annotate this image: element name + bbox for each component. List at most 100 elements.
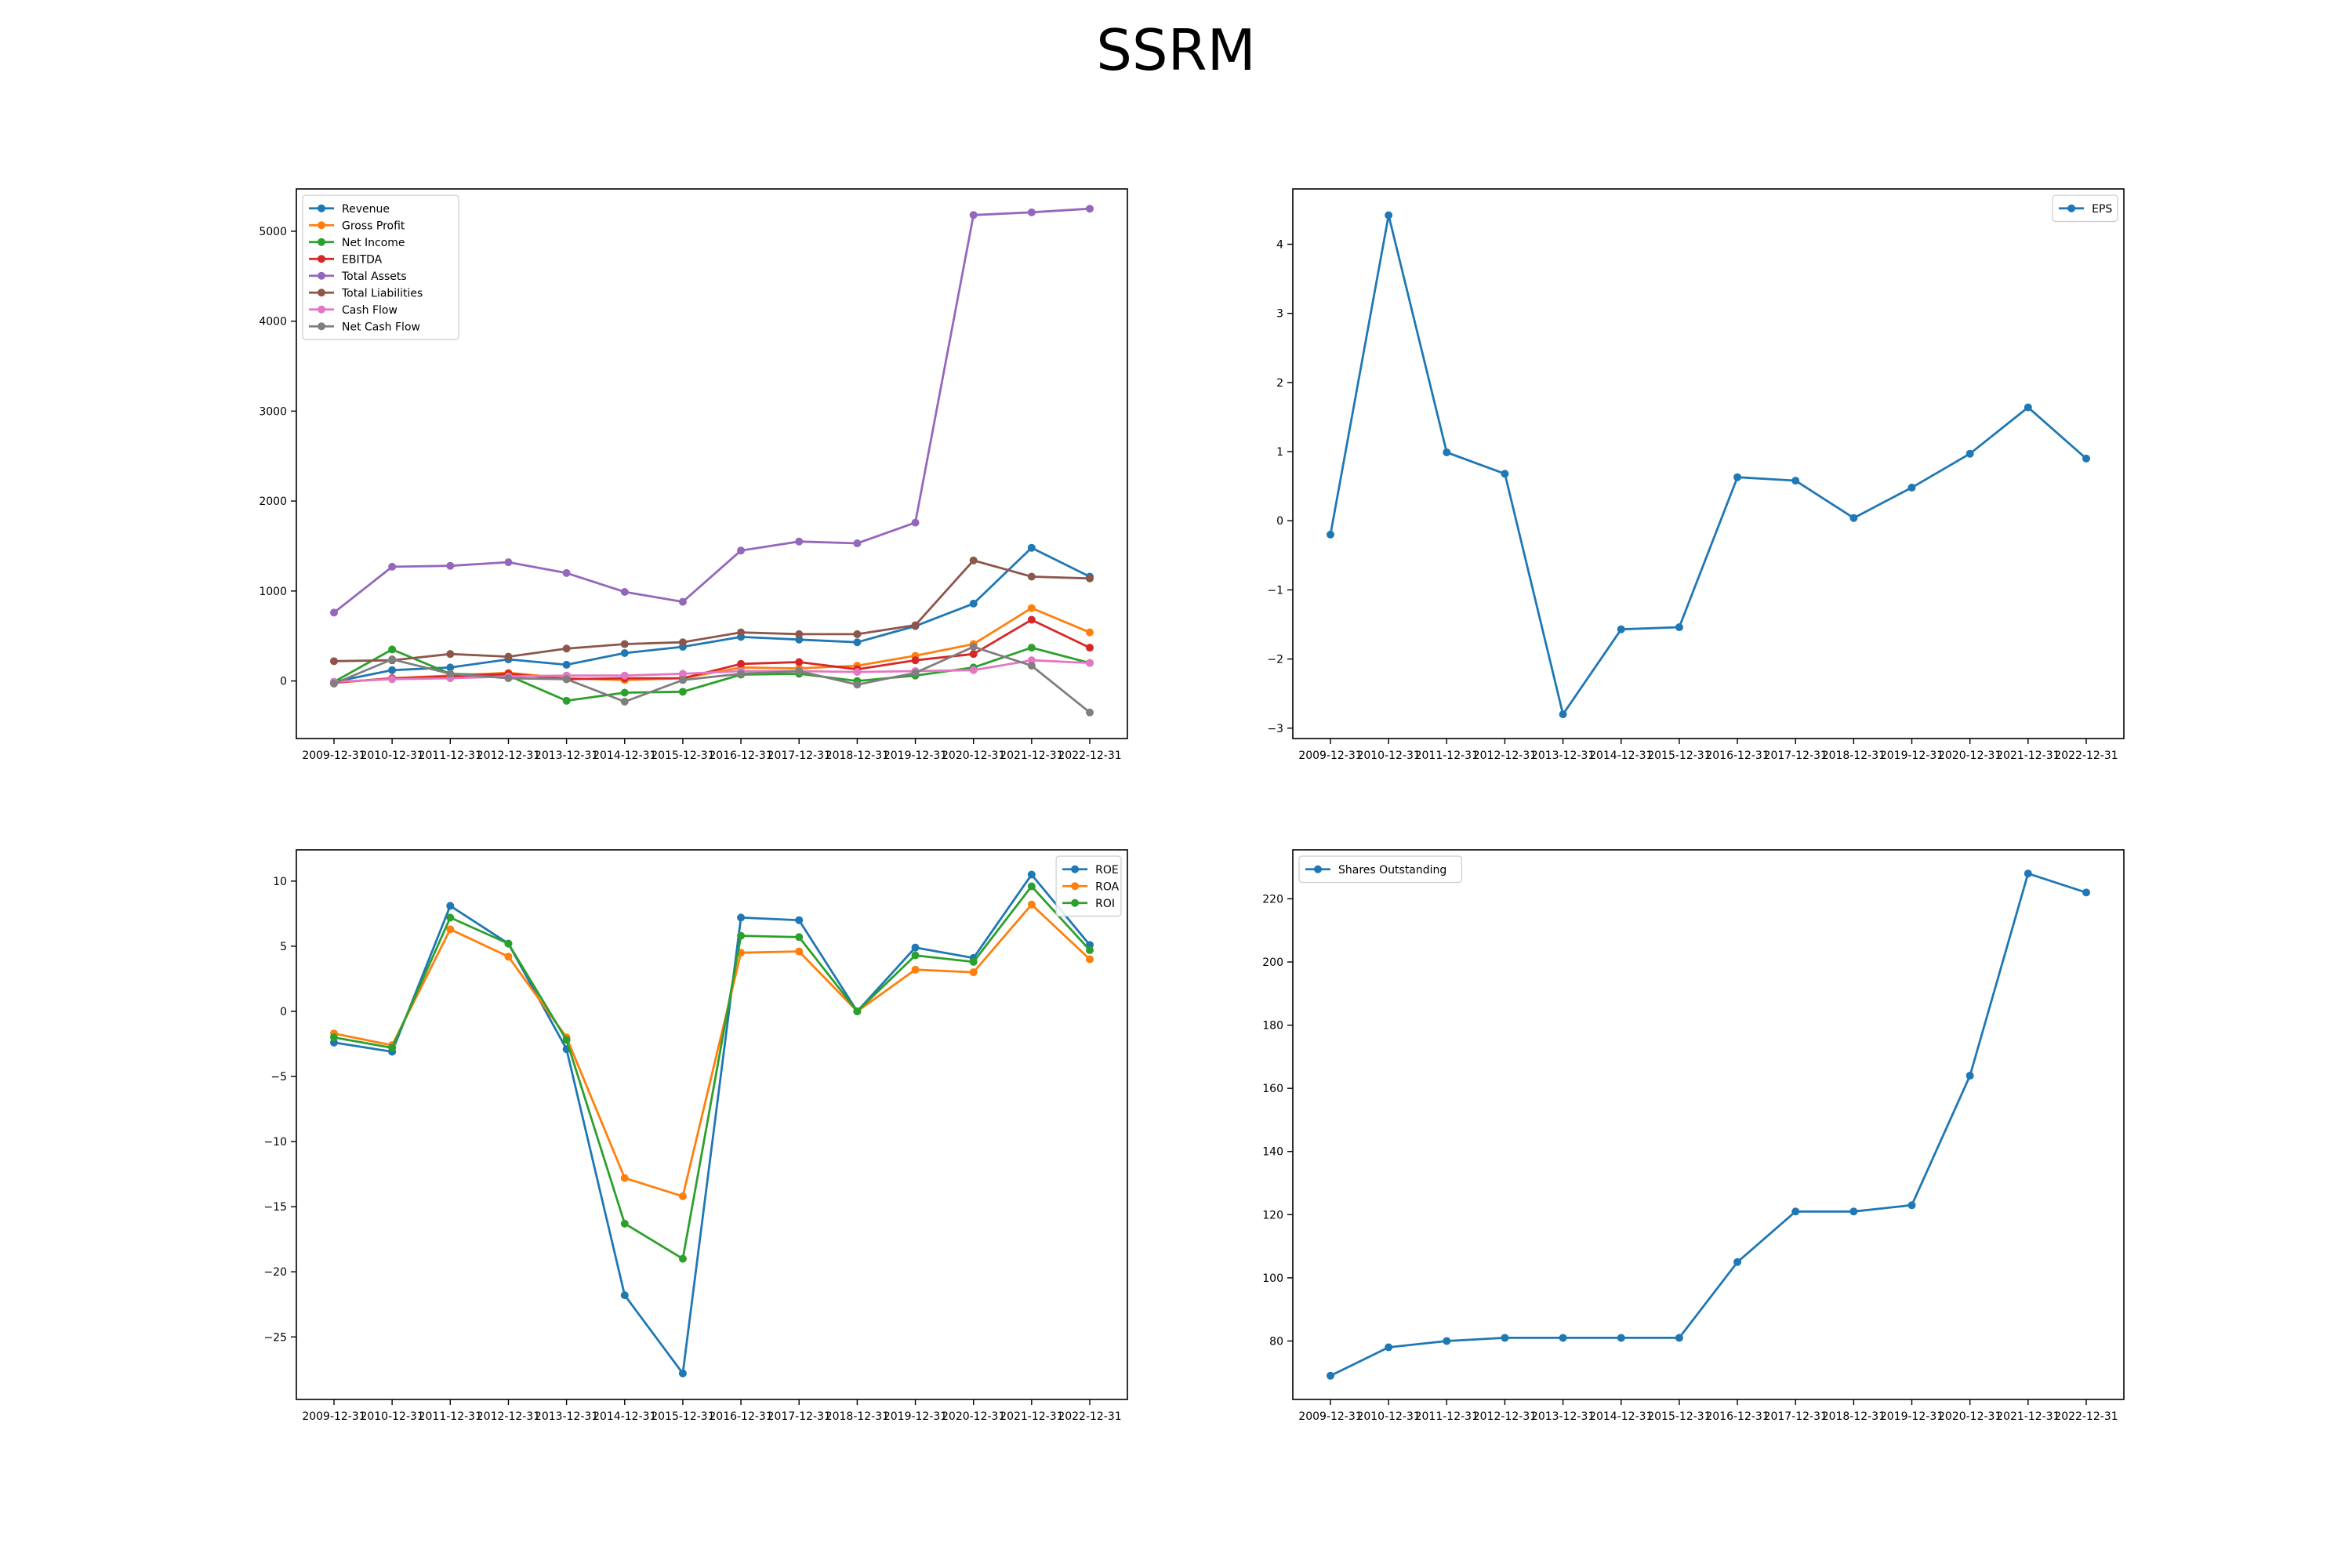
x-tick-label: 2012-12-31 xyxy=(1473,1410,1537,1423)
data-point xyxy=(969,599,978,608)
data-point xyxy=(737,670,746,678)
x-tick-label: 2012-12-31 xyxy=(477,750,540,762)
x-tick-label: 2018-12-31 xyxy=(826,750,889,762)
y-tick-label: −2 xyxy=(1267,654,1283,666)
x-tick-label: 2014-12-31 xyxy=(1589,750,1653,762)
data-point xyxy=(1086,205,1094,213)
legend-box xyxy=(1298,855,1462,884)
data-point xyxy=(969,666,978,674)
data-point xyxy=(1086,659,1094,667)
data-point xyxy=(795,933,804,942)
plot-frame xyxy=(1292,188,2125,739)
data-point xyxy=(562,660,571,669)
x-tick-label: 2020-12-31 xyxy=(1938,1410,2002,1423)
data-point xyxy=(388,666,397,674)
data-point xyxy=(1086,708,1094,717)
chart-panel-4: 80 100 120 140 160 180 200 220 2009-12-312010-12… xyxy=(1262,849,2125,1423)
legend-marker xyxy=(318,322,325,331)
data-point xyxy=(678,676,687,684)
x-tick-label: 2014-12-31 xyxy=(1589,1410,1653,1423)
x-tick-label: 2022-12-31 xyxy=(2054,1410,2118,1423)
y-tick-label: 1 xyxy=(1276,446,1283,459)
legend-marker xyxy=(1071,865,1080,873)
x-tick-label: 2020-12-31 xyxy=(942,1410,1005,1423)
legend-label: Cash Flow xyxy=(342,304,397,317)
data-point xyxy=(1027,870,1036,879)
y-tick-label: −10 xyxy=(263,1136,287,1149)
data-point xyxy=(1559,710,1567,719)
data-point xyxy=(388,1044,397,1052)
data-point xyxy=(562,644,571,653)
data-point xyxy=(2024,869,2032,878)
x-tick-label: 2009-12-31 xyxy=(302,1410,365,1423)
data-point xyxy=(1086,628,1094,637)
series-line xyxy=(333,546,1091,684)
x-tick-label: 2016-12-31 xyxy=(1705,750,1769,762)
y-tick-label: 10 xyxy=(273,876,287,888)
x-tick-label: 2012-12-31 xyxy=(1473,750,1537,762)
y-tick-label: 0 xyxy=(1276,515,1283,528)
series-line xyxy=(333,885,1091,1260)
data-point xyxy=(388,645,397,654)
data-point xyxy=(1965,449,1974,458)
data-point xyxy=(1733,1258,1742,1266)
legend-box xyxy=(302,194,459,340)
y-tick-label: −1 xyxy=(1267,584,1283,597)
data-point xyxy=(795,658,804,666)
data-point xyxy=(911,951,920,960)
data-point xyxy=(795,916,804,924)
legend-label: Net Cash Flow xyxy=(342,321,420,333)
data-point xyxy=(969,968,978,977)
data-point xyxy=(620,649,629,658)
x-tick-label: 2020-12-31 xyxy=(942,750,1005,762)
legend-marker xyxy=(1314,865,1322,873)
x-tick-label: 2010-12-31 xyxy=(360,750,423,762)
data-point xyxy=(1385,1343,1393,1352)
series-net-cash-flow xyxy=(330,642,1094,717)
x-tick-label: 2015-12-31 xyxy=(1647,1410,1711,1423)
data-point xyxy=(969,642,978,651)
legend-marker xyxy=(318,221,325,230)
x-tick-label: 2013-12-31 xyxy=(1531,750,1595,762)
chart-panel-2: −3 −2 −1 0 1 2 3 4 2009-12-312010-12-312011-12-3… xyxy=(1267,188,2125,762)
data-point xyxy=(1617,1334,1625,1342)
plot-frame xyxy=(296,849,1128,1400)
legend-label: Revenue xyxy=(342,203,390,216)
x-tick-label: 2014-12-31 xyxy=(593,1410,656,1423)
data-point xyxy=(2082,454,2090,463)
x-tick-label: 2014-12-31 xyxy=(593,750,656,762)
data-point xyxy=(1027,543,1036,552)
data-point xyxy=(620,671,629,680)
data-point xyxy=(330,1033,338,1042)
data-point xyxy=(446,902,455,910)
x-tick-label: 2013-12-31 xyxy=(535,750,598,762)
legend-label: Total Liabilities xyxy=(341,287,423,299)
data-point xyxy=(446,561,455,570)
x-tick-label: 2019-12-31 xyxy=(884,750,947,762)
x-tick-label: 2009-12-31 xyxy=(302,750,365,762)
data-point xyxy=(1791,1207,1800,1216)
data-point xyxy=(620,1219,629,1228)
data-point xyxy=(1501,470,1509,478)
series-eps xyxy=(1327,211,2090,719)
x-tick-label: 2010-12-31 xyxy=(360,1410,423,1423)
data-point xyxy=(1849,514,1858,522)
data-point xyxy=(1849,1207,1858,1216)
data-point xyxy=(678,597,687,606)
x-tick-label: 2021-12-31 xyxy=(1000,1410,1063,1423)
data-point xyxy=(1617,625,1625,633)
data-point xyxy=(1086,955,1094,964)
y-tick-label: 5000 xyxy=(259,226,287,238)
data-point xyxy=(853,681,862,689)
data-point xyxy=(1675,1334,1683,1342)
legend-marker xyxy=(2067,204,2076,212)
data-point xyxy=(446,670,455,678)
y-tick-label: 100 xyxy=(1262,1272,1283,1285)
y-tick-label: 1000 xyxy=(259,586,287,598)
x-tick-label: 2016-12-31 xyxy=(709,1410,772,1423)
y-tick-label: −20 xyxy=(263,1266,287,1279)
data-point xyxy=(1675,623,1683,632)
data-point xyxy=(969,650,978,659)
legend-marker xyxy=(318,289,325,297)
x-tick-label: 2010-12-31 xyxy=(1356,1410,1420,1423)
